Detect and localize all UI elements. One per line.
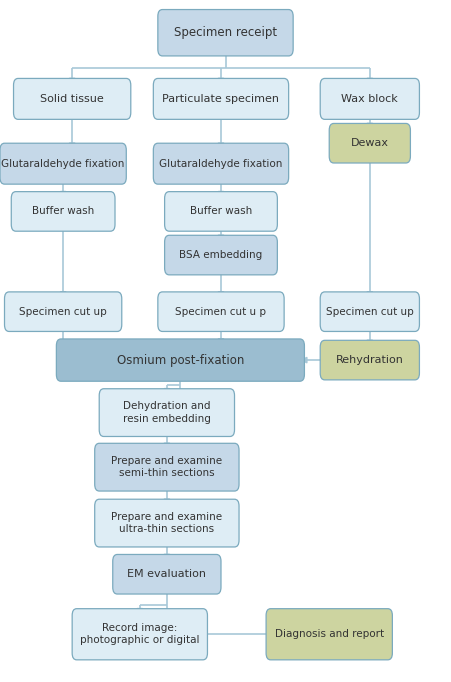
FancyBboxPatch shape	[0, 143, 126, 184]
FancyBboxPatch shape	[153, 143, 289, 184]
FancyBboxPatch shape	[95, 499, 239, 547]
FancyBboxPatch shape	[158, 10, 293, 56]
FancyBboxPatch shape	[99, 389, 235, 436]
FancyBboxPatch shape	[329, 123, 410, 163]
Text: Prepare and examine
ultra-thin sections: Prepare and examine ultra-thin sections	[111, 512, 222, 534]
FancyBboxPatch shape	[320, 292, 419, 331]
FancyBboxPatch shape	[72, 608, 207, 660]
FancyBboxPatch shape	[153, 78, 289, 119]
Text: Specimen receipt: Specimen receipt	[174, 26, 277, 40]
Text: Rehydration: Rehydration	[336, 355, 404, 365]
FancyBboxPatch shape	[320, 78, 419, 119]
Text: Specimen cut u p: Specimen cut u p	[175, 307, 267, 316]
Text: Record image:
photographic or digital: Record image: photographic or digital	[80, 623, 199, 645]
Text: Dehydration and
resin embedding: Dehydration and resin embedding	[123, 402, 211, 424]
Text: Glutaraldehyde fixation: Glutaraldehyde fixation	[1, 159, 125, 168]
Text: Prepare and examine
semi-thin sections: Prepare and examine semi-thin sections	[111, 456, 222, 478]
FancyBboxPatch shape	[56, 339, 304, 381]
Text: Buffer wash: Buffer wash	[32, 207, 94, 216]
Text: Specimen cut up: Specimen cut up	[19, 307, 107, 316]
FancyBboxPatch shape	[165, 192, 277, 231]
Text: Wax block: Wax block	[341, 94, 398, 104]
Text: BSA embedding: BSA embedding	[179, 250, 262, 260]
Text: Glutaraldehyde fixation: Glutaraldehyde fixation	[159, 159, 283, 168]
FancyBboxPatch shape	[320, 340, 419, 380]
FancyBboxPatch shape	[11, 192, 115, 231]
FancyBboxPatch shape	[158, 292, 284, 331]
FancyBboxPatch shape	[5, 292, 122, 331]
Text: Specimen cut up: Specimen cut up	[326, 307, 414, 316]
FancyBboxPatch shape	[14, 78, 131, 119]
Text: Buffer wash: Buffer wash	[190, 207, 252, 216]
Text: Dewax: Dewax	[351, 138, 389, 148]
Text: EM evaluation: EM evaluation	[127, 569, 207, 579]
FancyBboxPatch shape	[95, 443, 239, 491]
Text: Osmium post-fixation: Osmium post-fixation	[117, 353, 244, 367]
FancyBboxPatch shape	[266, 608, 392, 660]
Text: Particulate specimen: Particulate specimen	[162, 94, 280, 104]
Text: Diagnosis and report: Diagnosis and report	[275, 629, 384, 639]
FancyBboxPatch shape	[113, 554, 221, 594]
FancyBboxPatch shape	[165, 235, 277, 275]
Text: Solid tissue: Solid tissue	[40, 94, 104, 104]
